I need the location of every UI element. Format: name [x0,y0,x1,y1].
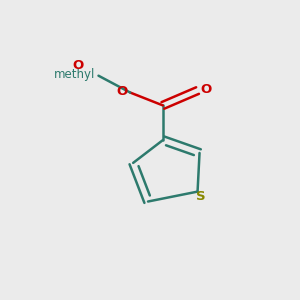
Text: O: O [117,85,128,98]
Text: S: S [196,190,206,202]
Text: methyl: methyl [54,68,95,81]
Text: O: O [72,59,84,72]
Text: O: O [200,82,212,96]
